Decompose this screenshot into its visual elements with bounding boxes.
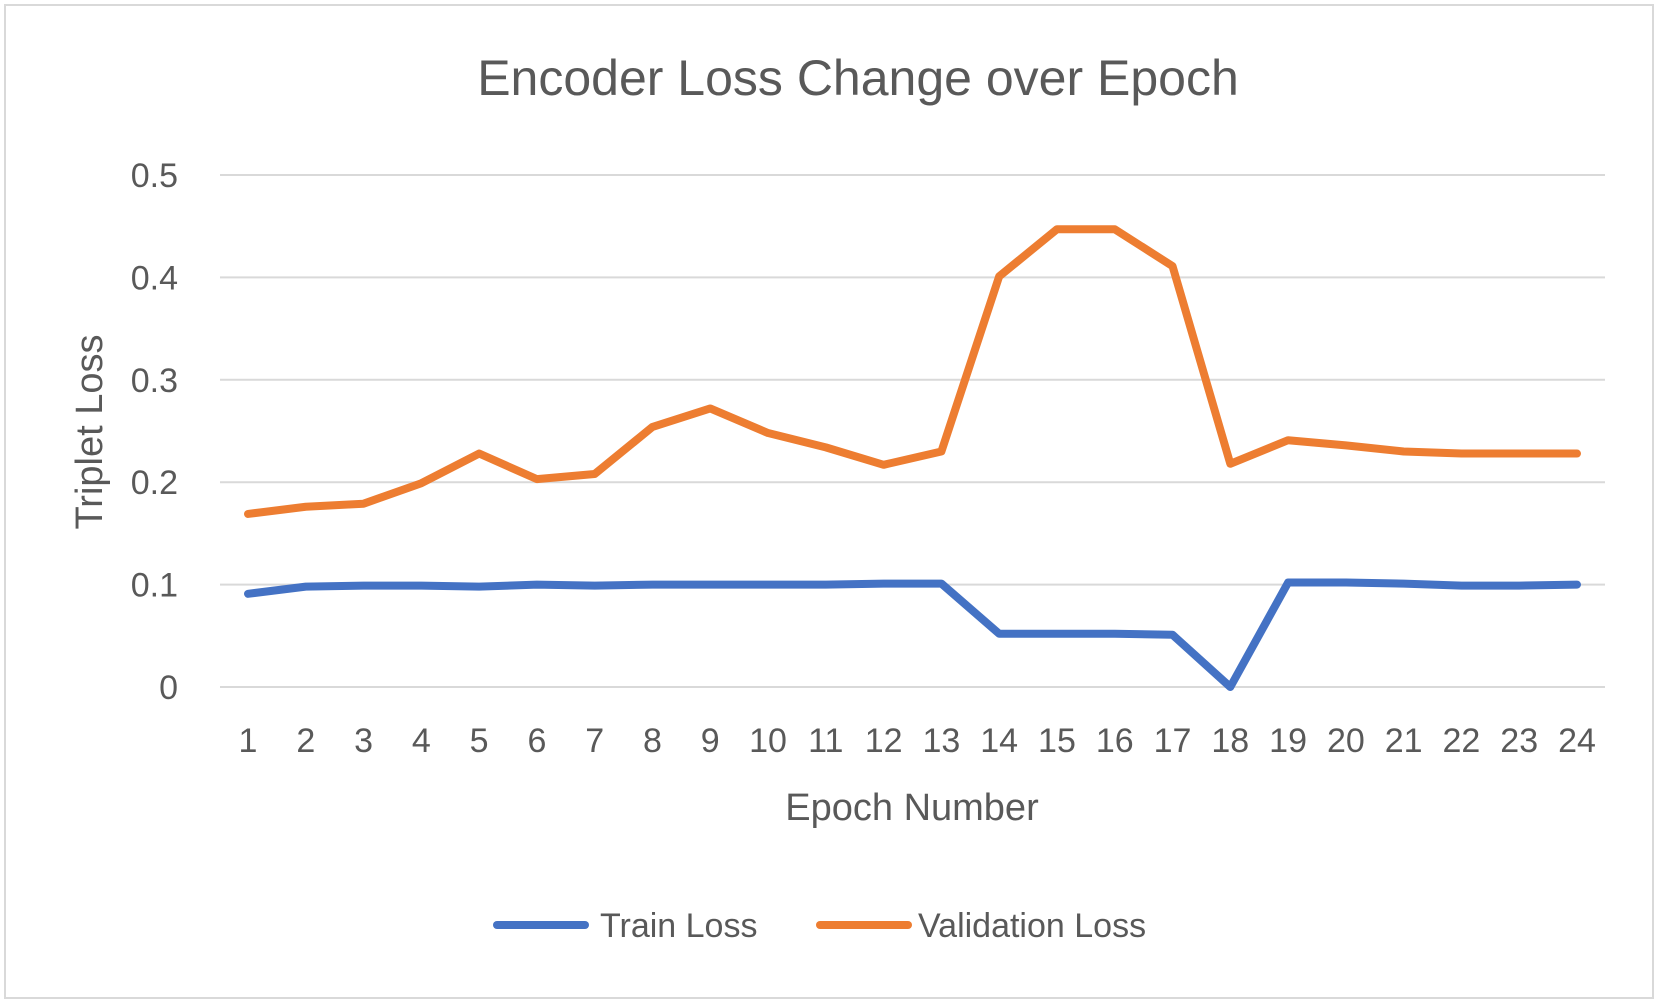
x-axis-title: Epoch Number — [785, 787, 1039, 829]
x-tick-label: 1 — [239, 722, 258, 760]
y-axis-title: Triplet Loss — [69, 335, 111, 530]
x-tick-label: 18 — [1211, 722, 1249, 760]
x-tick-label: 23 — [1500, 722, 1538, 760]
chart-title: Encoder Loss Change over Epoch — [477, 50, 1239, 106]
x-tick-label: 20 — [1327, 722, 1365, 760]
y-tick-label: 0.2 — [131, 464, 178, 502]
x-tick-label: 6 — [527, 722, 546, 760]
x-tick-label: 14 — [980, 722, 1018, 760]
x-tick-label: 22 — [1443, 722, 1481, 760]
legend-label: Validation Loss — [918, 907, 1146, 945]
x-tick-labels: 1 2 3 4 5 6 7 8 9 10 11 12 13 14 15 16 17 18 19 20 21 22 23 24 — [239, 722, 1596, 760]
series-line-validation-loss — [244, 225, 1581, 518]
x-tick-label: 13 — [922, 722, 960, 760]
y-tick-label: 0.3 — [131, 362, 178, 400]
legend: Train Loss Validation Loss — [493, 907, 1146, 945]
x-tick-label: 17 — [1154, 722, 1192, 760]
x-tick-label: 2 — [296, 722, 315, 760]
x-tick-label: 10 — [749, 722, 787, 760]
x-tick-label: 5 — [470, 722, 489, 760]
x-tick-label: 9 — [701, 722, 720, 760]
x-tick-label: 8 — [643, 722, 662, 760]
x-tick-label: 11 — [808, 722, 843, 760]
x-tick-label: 16 — [1096, 722, 1134, 760]
plot-series — [244, 225, 1581, 691]
x-tick-label: 12 — [865, 722, 903, 760]
x-tick-label: 15 — [1038, 722, 1076, 760]
y-tick-label: 0.5 — [131, 157, 178, 195]
y-tick-labels: 0 0.1 0.2 0.3 0.4 0.5 — [131, 157, 178, 707]
y-tick-label: 0.4 — [131, 259, 178, 297]
x-tick-label: 7 — [585, 722, 604, 760]
y-tick-label: 0.1 — [131, 567, 178, 605]
x-tick-label: 21 — [1385, 722, 1423, 760]
y-tick-label: 0 — [159, 669, 178, 707]
legend-label: Train Loss — [600, 907, 757, 945]
x-tick-label: 24 — [1558, 722, 1596, 760]
series-line-train-loss — [244, 578, 1581, 691]
x-tick-label: 4 — [412, 722, 431, 760]
chart-border — [4, 4, 1654, 999]
x-tick-label: 3 — [354, 722, 373, 760]
x-tick-label: 19 — [1269, 722, 1307, 760]
